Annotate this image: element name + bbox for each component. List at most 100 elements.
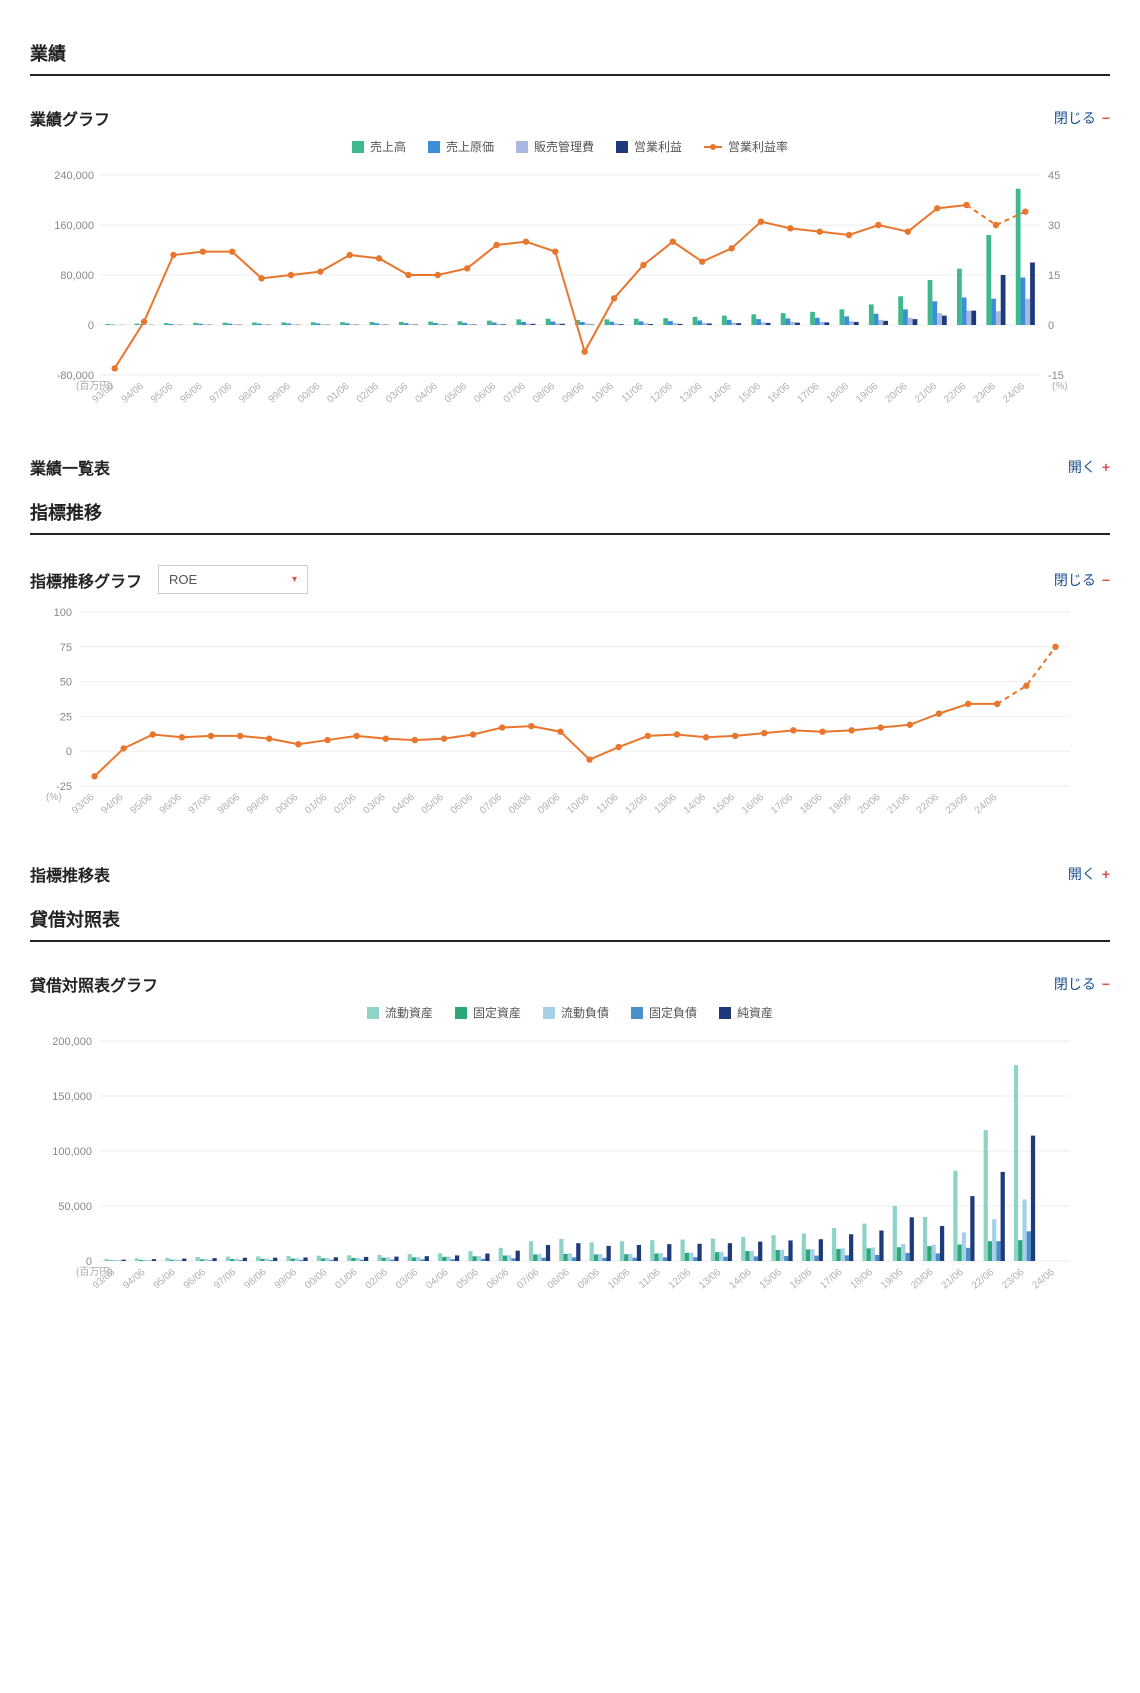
svg-text:93/06: 93/06 [70,792,97,817]
section-bs-title: 貸借対照表 [30,906,1110,942]
roe-chart: -25025507510093/0694/0695/0696/0697/0698… [30,602,1110,832]
legend-item: 流動負債 [543,1004,609,1021]
svg-text:01/06: 01/06 [325,381,352,406]
svg-text:94/06: 94/06 [120,381,147,406]
minus-icon: − [1102,976,1110,992]
select-value: ROE [169,572,197,587]
indicator-graph-toggle[interactable]: 閉じる − [1054,570,1110,590]
svg-text:(%): (%) [1052,381,1068,392]
svg-text:94/06: 94/06 [99,792,126,817]
svg-text:19/06: 19/06 [827,792,854,817]
svg-text:30: 30 [1048,220,1060,232]
svg-text:15: 15 [1048,270,1060,282]
svg-text:22/06: 22/06 [970,1267,997,1292]
chevron-down-icon: ▾ [292,574,297,585]
svg-text:0: 0 [88,320,94,332]
svg-text:75: 75 [60,642,72,654]
svg-text:97/06: 97/06 [208,381,235,406]
svg-text:24/06: 24/06 [1001,381,1028,406]
indicator-graph-title: 指標推移グラフ [30,568,142,592]
svg-text:0: 0 [66,746,72,758]
svg-text:18/06: 18/06 [825,381,852,406]
svg-text:50,000: 50,000 [58,1201,92,1213]
svg-text:20/06: 20/06 [883,381,910,406]
svg-text:10/06: 10/06 [565,792,592,817]
svg-text:23/06: 23/06 [1000,1267,1027,1292]
svg-text:04/06: 04/06 [413,381,440,406]
svg-text:09/06: 09/06 [560,381,587,406]
svg-text:15/06: 15/06 [737,381,764,406]
svg-text:10/06: 10/06 [590,381,617,406]
svg-text:(%): (%) [46,792,62,803]
toggle-label: 閉じる [1054,110,1096,126]
section-indicator-title: 指標推移 [30,499,1110,535]
svg-text:19/06: 19/06 [854,381,881,406]
svg-text:13/06: 13/06 [653,792,680,817]
svg-text:19/06: 19/06 [879,1267,906,1292]
svg-text:17/06: 17/06 [769,792,796,817]
perf-chart: -80,000080,000160,000240,000-15015304593… [30,165,1110,425]
bs-graph-toggle[interactable]: 閉じる − [1054,974,1110,994]
svg-text:20/06: 20/06 [856,792,883,817]
svg-text:100: 100 [54,607,72,619]
svg-text:02/06: 02/06 [332,792,359,817]
svg-text:200,000: 200,000 [52,1036,92,1048]
svg-text:08/06: 08/06 [546,1267,573,1292]
svg-text:15/06: 15/06 [758,1267,785,1292]
indicator-table-toggle[interactable]: 開く + [1068,864,1110,884]
svg-text:94/06: 94/06 [121,1267,148,1292]
svg-text:00/06: 00/06 [274,792,301,817]
svg-text:21/06: 21/06 [940,1267,967,1292]
svg-text:00/06: 00/06 [296,381,323,406]
svg-text:21/06: 21/06 [886,792,913,817]
svg-text:21/06: 21/06 [913,381,940,406]
svg-text:18/06: 18/06 [849,1267,876,1292]
toggle-label: 閉じる [1054,572,1096,588]
svg-text:17/06: 17/06 [795,381,822,406]
indicator-select[interactable]: ROE ▾ [158,565,308,594]
svg-text:17/06: 17/06 [818,1267,845,1292]
svg-text:15/06: 15/06 [711,792,738,817]
svg-text:(百万円): (百万円) [76,380,113,392]
svg-text:16/06: 16/06 [766,381,793,406]
minus-icon: − [1102,572,1110,588]
bs-chart: 050,000100,000150,000200,00093/0694/0695… [30,1031,1110,1311]
svg-text:10/06: 10/06 [606,1267,633,1292]
svg-text:97/06: 97/06 [212,1267,239,1292]
perf-graph-toggle[interactable]: 閉じる − [1054,108,1110,128]
perf-graph-title: 業績グラフ [30,106,110,130]
svg-text:96/06: 96/06 [178,381,205,406]
svg-text:150,000: 150,000 [52,1091,92,1103]
svg-text:18/06: 18/06 [798,792,825,817]
svg-text:99/06: 99/06 [273,1267,300,1292]
svg-text:24/06: 24/06 [973,792,1000,817]
svg-text:05/06: 05/06 [420,792,447,817]
svg-text:02/06: 02/06 [364,1267,391,1292]
legend-item: 販売管理費 [516,138,594,155]
svg-text:80,000: 80,000 [60,270,94,282]
svg-text:95/06: 95/06 [128,792,155,817]
svg-text:05/06: 05/06 [443,381,470,406]
svg-text:96/06: 96/06 [158,792,185,817]
section-performance-title: 業績 [30,40,1110,76]
svg-text:25: 25 [60,711,72,723]
svg-text:04/06: 04/06 [391,792,418,817]
svg-text:16/06: 16/06 [788,1267,815,1292]
svg-text:09/06: 09/06 [576,1267,603,1292]
svg-text:03/06: 03/06 [394,1267,421,1292]
svg-text:23/06: 23/06 [944,792,971,817]
svg-text:240,000: 240,000 [54,170,94,182]
legend-item: 流動資産 [367,1004,433,1021]
perf-table-toggle[interactable]: 開く + [1068,457,1110,477]
bs-graph-title: 貸借対照表グラフ [30,972,158,996]
plus-icon: + [1102,459,1110,475]
svg-text:08/06: 08/06 [531,381,558,406]
svg-text:50: 50 [60,677,72,689]
svg-text:12/06: 12/06 [667,1267,694,1292]
perf-table-title: 業績一覧表 [30,455,110,479]
svg-text:06/06: 06/06 [485,1267,512,1292]
svg-text:13/06: 13/06 [678,381,705,406]
toggle-label: 開く [1068,459,1096,475]
svg-text:99/06: 99/06 [245,792,272,817]
svg-text:06/06: 06/06 [472,381,499,406]
